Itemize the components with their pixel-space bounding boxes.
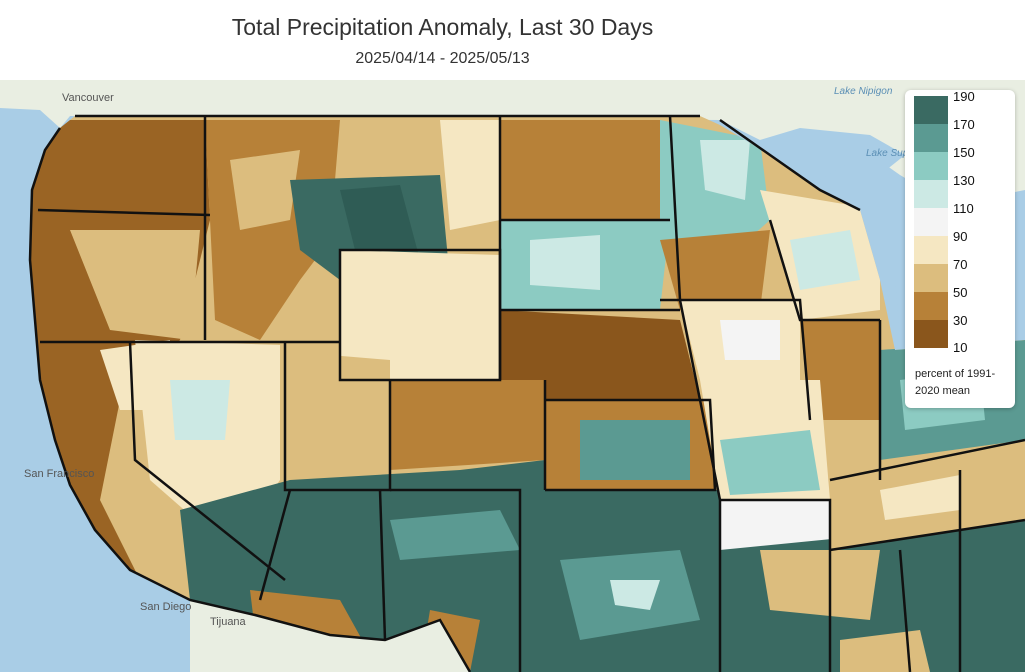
label-lake-superior: Lake Superior [866,148,929,159]
legend-tick: 30 [953,313,968,328]
legend-tick: 70 [953,257,968,272]
legend: 190 170 150 130 110 90 70 50 30 10 perce… [905,90,1015,408]
label-san-francisco: San Francisco [24,468,94,480]
legend-tick: 50 [953,285,968,300]
map-canvas[interactable]: Vancouver Lake Nipigon Lake Superior San… [0,80,1025,672]
legend-swatch-50-70 [914,264,948,292]
map-title: Total Precipitation Anomaly, Last 30 Day… [231,14,654,40]
legend-tick: 150 [953,145,975,160]
legend-tick: 130 [953,173,975,188]
legend-swatch-30-50 [914,292,948,320]
precipitation-map[interactable]: Vancouver Lake Nipigon Lake Superior San… [0,80,1025,672]
label-tijuana: Tijuana [210,616,247,628]
legend-swatch-110-130 [914,180,948,208]
legend-swatch-150-170 [914,124,948,152]
legend-tick: 90 [953,229,968,244]
legend-swatch-130-150 [914,152,948,180]
map-header: Total Precipitation Anomaly, Last 30 Day… [0,0,1025,80]
state-borders [28,114,1025,672]
legend-swatch-170-190 [914,96,948,124]
legend-tick: 190 [953,89,975,104]
legend-swatch-70-90 [914,236,948,264]
legend-swatch-10-30 [914,320,948,348]
legend-caption: percent of 1991-2020 mean [915,368,996,397]
lake-superior [760,128,905,180]
map-date-range: 2025/04/14 - 2025/05/13 [355,50,530,67]
label-san-diego: San Diego [140,601,191,613]
legend-tick: 110 [953,201,974,216]
label-lake-nipigon: Lake Nipigon [834,86,893,97]
legend-tick: 10 [953,340,968,355]
legend-swatch-90-110 [914,208,948,236]
label-vancouver: Vancouver [62,92,114,104]
canada-land [0,80,1025,210]
legend-tick: 170 [953,117,975,132]
